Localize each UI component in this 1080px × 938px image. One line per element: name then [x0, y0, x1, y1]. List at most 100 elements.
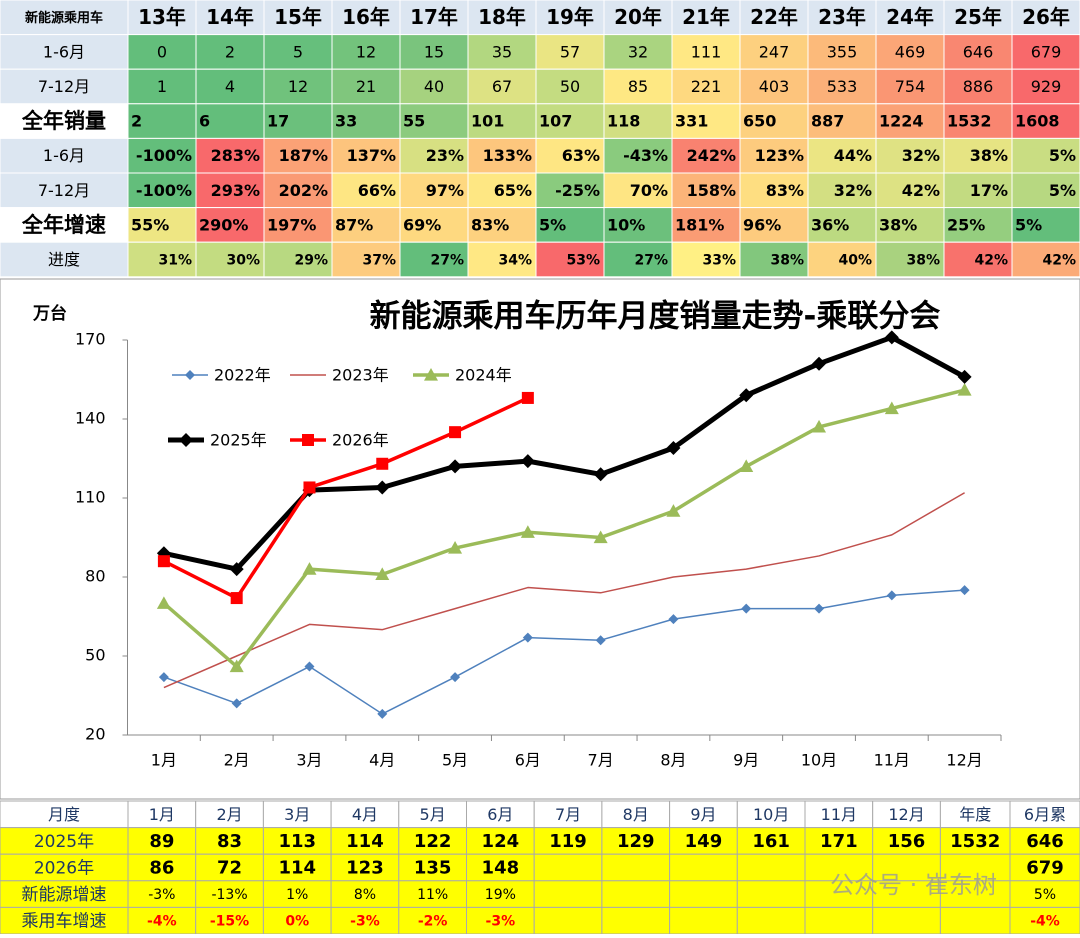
cell-text: 57 [560, 42, 580, 61]
cell [263, 207, 333, 243]
row-label-cell [0, 207, 129, 243]
header-text: 17年 [410, 5, 458, 29]
cell-text: 133% [483, 146, 532, 165]
header-cell [736, 800, 806, 829]
marker [230, 592, 243, 605]
x-tick-label: 7月 [588, 751, 614, 770]
row-label-cell [0, 880, 129, 908]
cell-text: 114 [346, 831, 384, 852]
cell-text: 1532 [950, 831, 1000, 852]
cell-text: -3% [350, 914, 380, 930]
cell [1011, 241, 1080, 278]
cell-text: 21 [356, 77, 376, 96]
header-text: 14年 [206, 5, 254, 29]
watermark: 公众号 · 崔东树 [830, 871, 997, 899]
header-text: 年度 [959, 805, 991, 824]
cell [127, 827, 197, 855]
header-cell [939, 800, 1011, 829]
cell-text: 15 [424, 42, 444, 61]
cell [195, 137, 265, 174]
marker [666, 440, 681, 455]
row-label-cell [0, 172, 129, 209]
cell-text: 33 [335, 112, 357, 131]
cell-text: 35 [492, 42, 512, 61]
y-axis-label: 万台 [32, 303, 67, 324]
cell [671, 137, 741, 174]
header-cell [0, 800, 129, 829]
cell [535, 241, 605, 278]
cell-text: -15% [210, 914, 249, 930]
cell-text: 123% [755, 146, 804, 165]
marker [520, 454, 535, 469]
header-text: 15年 [274, 5, 322, 29]
cell [739, 241, 809, 278]
cell [939, 880, 1011, 908]
cell-text: 5 [293, 42, 303, 61]
header-text: 25年 [954, 5, 1002, 29]
cell [127, 68, 197, 105]
cell [671, 241, 741, 278]
cell-text: -43% [623, 146, 668, 165]
cell-text: 2 [131, 112, 142, 131]
cell [601, 906, 671, 935]
cell [466, 906, 535, 935]
marker [448, 541, 463, 554]
cell-text: 107 [539, 112, 572, 131]
cell-text: 12 [288, 77, 308, 96]
cell-text: 1532 [947, 112, 992, 131]
header-text: 22年 [750, 5, 798, 29]
cell [1009, 853, 1080, 882]
marker [450, 672, 461, 683]
cell [467, 34, 537, 70]
cell-text: 181% [675, 215, 724, 234]
marker [522, 632, 533, 643]
header-text: 4月 [352, 805, 378, 824]
header-text: 23年 [818, 5, 866, 29]
cell [195, 827, 264, 855]
marker [376, 457, 389, 470]
legend-label: 2025年 [210, 431, 267, 450]
marker [739, 388, 754, 403]
cell-text: 53% [566, 253, 600, 269]
cell-text: 34% [498, 253, 532, 269]
cell [804, 827, 874, 855]
cell-text: 42% [902, 181, 940, 200]
header-text: 新能源乘用车 [25, 10, 103, 26]
cell-text: 156 [888, 831, 926, 852]
cell-text: 111 [691, 42, 722, 61]
cell-text: 247 [759, 42, 790, 61]
header-cell [872, 800, 941, 829]
header-cell [875, 0, 945, 36]
cell-text: 114 [278, 858, 316, 879]
row-label: 1-6月 [43, 42, 85, 61]
marker [229, 562, 244, 577]
marker [158, 672, 169, 683]
marker [185, 370, 195, 380]
cell [807, 137, 877, 174]
header-text: 10月 [753, 805, 789, 824]
cell [331, 34, 401, 70]
row-label-cell [0, 853, 129, 882]
cell [127, 241, 197, 278]
cell-text: 6 [199, 112, 210, 131]
x-tick-label: 2月 [224, 751, 250, 770]
cell-text: -13% [211, 887, 247, 903]
cell-text: 171 [820, 831, 858, 852]
cell [601, 880, 671, 908]
x-tick-label: 5月 [442, 751, 468, 770]
cell [875, 68, 945, 105]
cell-text: 5% [1049, 146, 1076, 165]
cell-text: 72 [217, 858, 242, 879]
cell-text: -25% [555, 181, 600, 200]
header-text: 26年 [1022, 5, 1070, 29]
legend-label: 2026年 [332, 431, 389, 450]
cell-text: 66% [358, 181, 396, 200]
cell-text: 42% [974, 253, 1008, 269]
header-cell [398, 800, 467, 829]
header-cell [262, 800, 332, 829]
header-cell [127, 0, 197, 36]
cell [331, 68, 401, 105]
x-tick-label: 4月 [369, 751, 395, 770]
cell-text: 5% [539, 215, 566, 234]
cell [195, 103, 265, 139]
